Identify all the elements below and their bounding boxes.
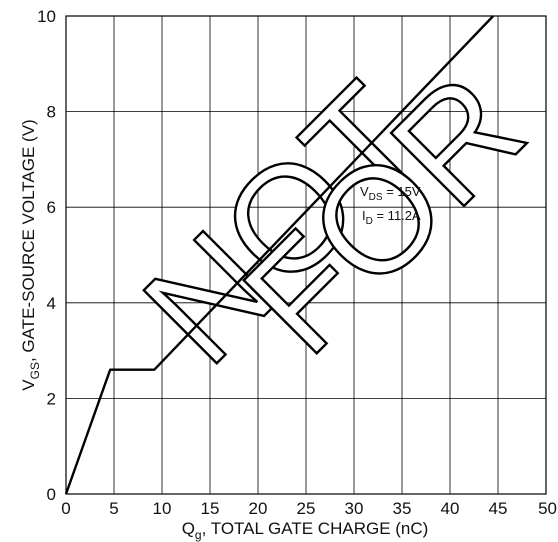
y-axis-label-sub: GS <box>28 362 42 379</box>
annotation-vds-main: V <box>360 184 369 199</box>
x-tick-label: 45 <box>489 499 508 518</box>
x-tick-label: 35 <box>393 499 412 518</box>
x-tick-label: 25 <box>297 499 316 518</box>
x-axis-label-rest: , TOTAL GATE CHARGE (nC) <box>202 519 429 538</box>
x-tick-label: 15 <box>201 499 220 518</box>
y-tick-label: 8 <box>47 103 56 122</box>
y-tick-label: 2 <box>47 389 56 408</box>
annotation-id: ID = 11.2A <box>362 208 421 227</box>
x-tick-labels: 0 5 10 15 20 25 30 35 40 45 50 <box>61 499 557 518</box>
x-tick-label: 10 <box>153 499 172 518</box>
grid-lines <box>66 16 546 494</box>
annotation-vds: VDS = 15V <box>360 184 421 203</box>
annotation-vds-rest: = 15V <box>383 184 421 199</box>
y-axis-label-main: V <box>19 379 38 391</box>
y-tick-label: 0 <box>47 485 56 504</box>
watermark: NOT FOR <box>111 41 556 396</box>
y-tick-label: 10 <box>37 7 56 26</box>
y-tick-label: 6 <box>47 198 56 217</box>
y-tick-label: 4 <box>47 294 56 313</box>
x-tick-label: 0 <box>61 499 70 518</box>
annotation-id-sub: D <box>366 216 373 227</box>
x-tick-label: 5 <box>109 499 118 518</box>
x-tick-label: 20 <box>249 499 268 518</box>
y-axis-label-rest: , GATE-SOURCE VOLTAGE (V) <box>19 119 38 362</box>
x-tick-label: 30 <box>345 499 364 518</box>
x-tick-label: 50 <box>538 499 557 518</box>
x-axis-label: Qg, TOTAL GATE CHARGE (nC) <box>182 519 429 542</box>
series-line <box>64 15 495 495</box>
series-layer <box>64 15 495 495</box>
annotation-id-main: I <box>362 208 366 223</box>
x-axis-label-sub: g <box>195 528 202 542</box>
plot-frame <box>65 15 547 495</box>
y-tick-labels: 0 2 4 6 8 10 <box>37 7 56 504</box>
annotation-vds-sub: DS <box>369 192 383 203</box>
annotation-id-rest: = 11.2A <box>373 208 421 223</box>
x-axis-label-main: Q <box>182 519 195 538</box>
x-tick-label: 40 <box>441 499 460 518</box>
y-axis-label: VGS, GATE-SOURCE VOLTAGE (V) <box>19 119 42 390</box>
